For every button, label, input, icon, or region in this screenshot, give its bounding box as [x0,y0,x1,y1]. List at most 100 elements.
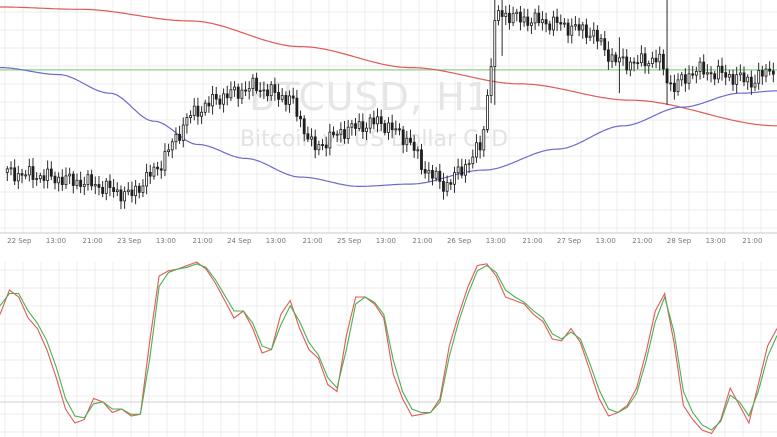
candle-body [749,76,753,88]
candle-body [357,121,361,129]
x-tick-label: 28 Sep [667,237,692,245]
candle-body [537,12,541,24]
x-tick-label: 21:00 [192,237,212,245]
candle [123,186,127,209]
candle-body [130,189,134,196]
candle-body [482,129,486,151]
candle [20,168,24,184]
candle [222,88,225,113]
candle [97,176,101,196]
candle-body [445,182,449,192]
candle-body [522,16,526,23]
candle-body [478,142,482,151]
candle-body [387,122,390,133]
candle [167,143,171,157]
candle [137,182,141,199]
candle [563,17,566,28]
candle [412,135,416,158]
candle-body [390,122,394,131]
candle-body [650,57,654,64]
candle [24,170,28,180]
candle [387,117,390,140]
candle-body [727,74,731,78]
candle-body [53,175,57,184]
candle [310,128,313,147]
candle [90,169,94,191]
candle [152,162,156,180]
candle-body [515,11,519,15]
candle [500,0,504,56]
candle [460,158,464,179]
candle [262,81,266,100]
x-tick-label: 21:00 [412,237,432,245]
candle-body [291,95,295,99]
candle [482,126,486,157]
candle [672,74,676,100]
candle-body [9,167,13,170]
candle [687,65,691,90]
candle-body [236,86,240,99]
candle [654,49,658,69]
candle [555,8,559,32]
candle [145,163,149,195]
watermark-subtitle: Bitcoin vs US Dollar CFD [240,127,508,152]
candle [192,98,196,121]
candle-body [401,129,405,146]
candle [104,178,108,201]
candle-body [192,105,196,116]
x-tick-label: 13:00 [596,237,616,245]
candle [156,161,160,176]
candle-body [262,89,266,92]
candle-body [27,166,31,176]
candle-body [614,54,618,63]
candle [676,73,680,96]
candle [588,27,592,42]
candle [665,0,669,105]
candle [647,60,651,74]
candle-body [167,149,171,153]
candle [683,68,687,92]
candle-body [299,115,302,120]
candle [504,5,508,26]
candle-body [434,170,438,179]
candle [716,59,720,84]
candle-body [302,118,306,135]
candle-body [746,76,750,83]
candle [71,171,75,194]
candle [27,158,31,182]
candle [746,74,750,90]
candle [13,159,17,186]
candle-body [123,191,127,202]
candle-body [86,174,90,185]
candle [724,64,728,86]
candle-body [376,116,379,125]
candle [650,51,654,68]
candle [742,66,746,87]
candle-body [552,16,555,31]
candle [266,84,269,102]
candle [431,164,434,186]
candle [694,66,698,84]
candle [280,88,284,103]
candle-body [57,176,61,184]
candle [585,18,588,45]
candle [544,12,548,33]
candle [332,126,335,138]
candle [86,170,90,191]
candle-body [731,74,735,85]
candle [570,18,574,44]
candle [225,85,229,106]
candle-body [181,124,185,141]
candle [420,143,423,175]
candle [49,161,53,181]
candle [574,16,577,31]
candle [288,90,291,113]
candle [108,174,112,197]
candle [214,86,218,105]
candle [361,113,365,139]
candle-body [280,95,284,100]
candle-body [475,142,478,158]
moving-average-line-1 [0,6,777,127]
candle-body [64,175,68,186]
candle [522,8,526,27]
